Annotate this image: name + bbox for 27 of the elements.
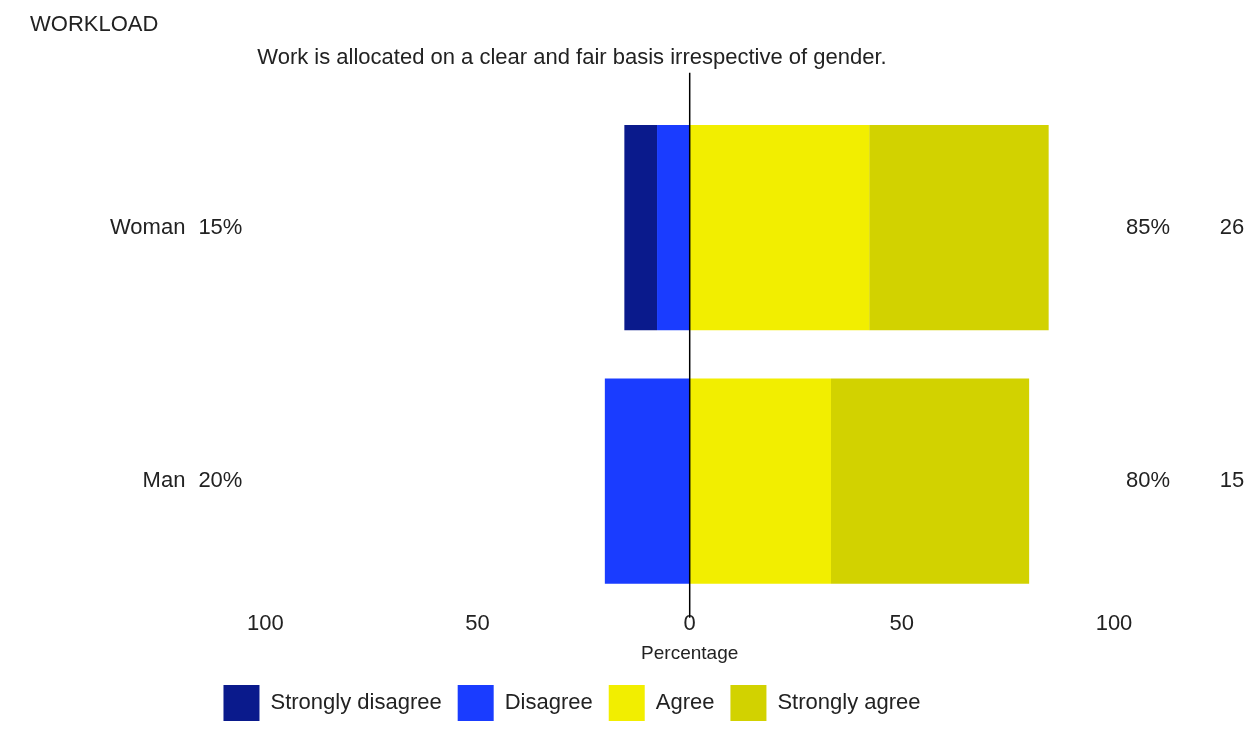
text: 80%	[1125, 467, 1171, 493]
text: 26	[1219, 213, 1245, 239]
legend-label: Agree	[655, 689, 715, 715]
x-tick-label: 100	[1095, 610, 1133, 636]
x-tick-label: 100	[247, 610, 284, 636]
x-axis-title: Percentage	[641, 641, 739, 663]
text: 15%	[198, 213, 243, 239]
y-tick-label: Man	[142, 467, 186, 493]
bar	[869, 124, 1049, 331]
x-tick-label: 50	[465, 610, 490, 636]
chart-subtitle: Work is allocated on a clear and fair basis irrespective of gender.	[257, 43, 887, 69]
x-tick-label: 0	[683, 610, 696, 636]
bar	[657, 124, 690, 331]
x-tick-label: 50	[889, 610, 915, 636]
bar	[689, 378, 831, 584]
text: 85%	[1125, 213, 1171, 239]
text: 20%	[198, 467, 243, 493]
bar	[604, 378, 690, 584]
chart-title: WORKLOAD	[30, 11, 159, 37]
legend-label: Disagree	[504, 689, 593, 715]
bar	[830, 378, 1030, 584]
legend-label: Strongly disagree	[270, 689, 442, 715]
bar	[689, 124, 870, 331]
text: 15	[1219, 467, 1245, 493]
y-tick-label: Woman	[109, 213, 186, 239]
bar	[624, 124, 658, 331]
legend-label: Strongly agree	[777, 689, 921, 715]
